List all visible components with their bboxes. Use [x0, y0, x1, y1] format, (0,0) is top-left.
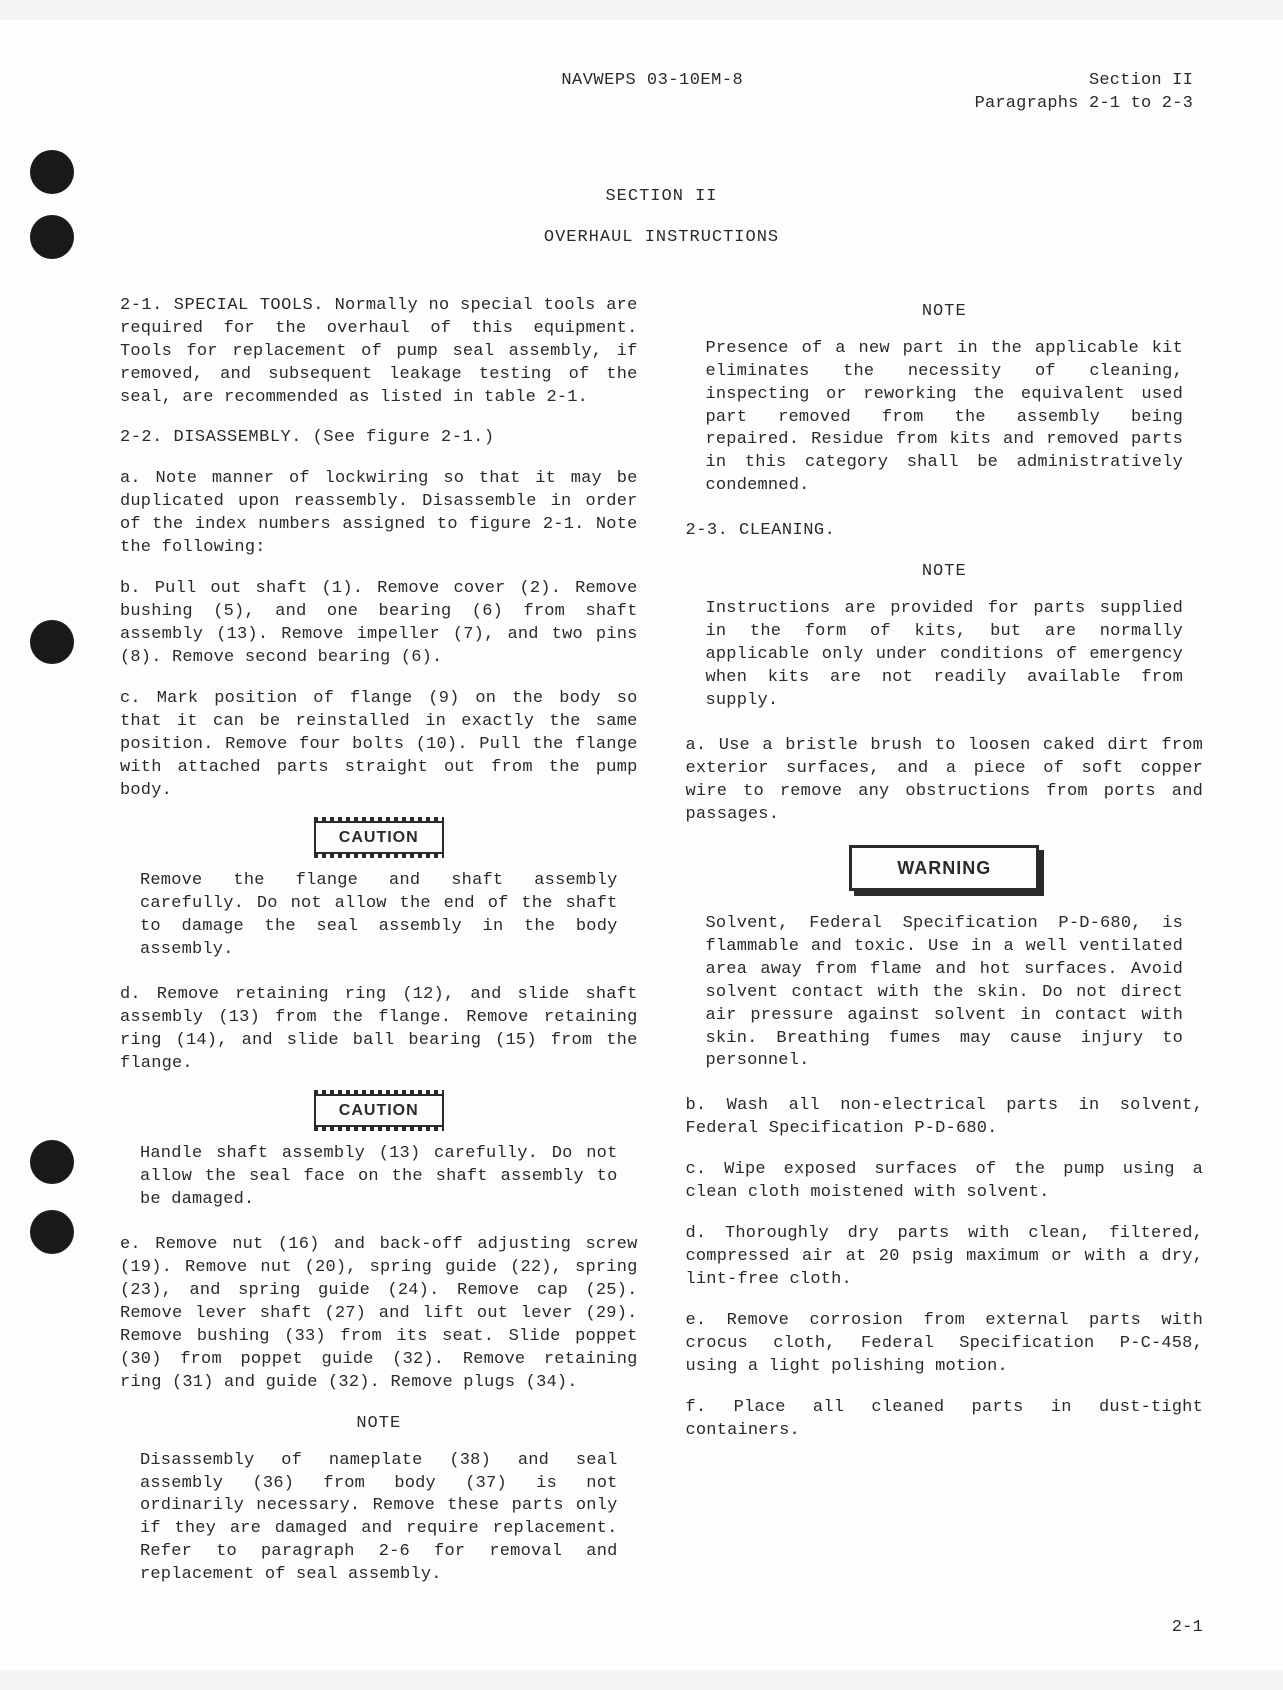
page-number: 2-1 [1172, 1617, 1203, 1640]
para-2-1: 2-1. SPECIAL TOOLS. Normally no special … [120, 295, 638, 410]
caution-1-text: Remove the flange and shaft assembly car… [120, 870, 638, 962]
note-1-text: Disassembly of nameplate (38) and seal a… [120, 1450, 638, 1588]
caution-box-2: CAUTION [314, 1094, 444, 1128]
punch-hole [30, 1210, 74, 1254]
warning-text: Solvent, Federal Specification P-D-680, … [686, 913, 1204, 1074]
para-2-3-b: b. Wash all non-electrical parts in solv… [686, 1095, 1204, 1141]
punch-hole [30, 1140, 74, 1184]
section-title: SECTION II [120, 186, 1203, 209]
manual-page: NAVWEPS 03-10EM-8 Section II Paragraphs … [0, 20, 1283, 1670]
section-subtitle: OVERHAUL INSTRUCTIONS [120, 227, 1203, 250]
punch-hole [30, 215, 74, 259]
note-2-label: NOTE [686, 301, 1204, 324]
note-1-label: NOTE [120, 1413, 638, 1436]
para-2-2-e: e. Remove nut (16) and back-off adjustin… [120, 1234, 638, 1395]
punch-hole-strip [30, 20, 80, 1670]
right-column: NOTE Presence of a new part in the appli… [686, 295, 1204, 1609]
caution-label: CAUTION [314, 1094, 444, 1128]
para-2-2-c: c. Mark position of flange (9) on the bo… [120, 688, 638, 803]
para-2-3-a: a. Use a bristle brush to loosen caked d… [686, 735, 1204, 827]
note-3-text: Instructions are provided for parts supp… [686, 598, 1204, 713]
header-doc-id: NAVWEPS 03-10EM-8 [330, 70, 975, 93]
para-2-3-d: d. Thoroughly dry parts with clean, filt… [686, 1223, 1204, 1292]
para-2-3-f: f. Place all cleaned parts in dust-tight… [686, 1397, 1204, 1443]
caution-2-text: Handle shaft assembly (13) carefully. Do… [120, 1143, 638, 1212]
caution-label: CAUTION [314, 821, 444, 855]
para-2-3-e: e. Remove corrosion from external parts … [686, 1310, 1204, 1379]
note-3-label: NOTE [686, 561, 1204, 584]
punch-hole [30, 620, 74, 664]
left-column: 2-1. SPECIAL TOOLS. Normally no special … [120, 295, 638, 1609]
para-2-1-heading: 2-1. SPECIAL TOOLS. [120, 296, 324, 315]
para-2-2-a: a. Note manner of lockwiring so that it … [120, 468, 638, 560]
warning-box: WARNING [849, 845, 1039, 891]
header-paragraph-range: Paragraphs 2-1 to 2-3 [975, 93, 1193, 116]
para-2-2-d: d. Remove retaining ring (12), and slide… [120, 984, 638, 1076]
para-2-3-c: c. Wipe exposed surfaces of the pump usi… [686, 1159, 1204, 1205]
header-section: Section II [975, 70, 1193, 93]
two-column-body: 2-1. SPECIAL TOOLS. Normally no special … [120, 295, 1203, 1609]
para-2-2-heading: 2-2. DISASSEMBLY. (See figure 2-1.) [120, 427, 638, 450]
para-2-3-heading: 2-3. CLEANING. [686, 520, 1204, 543]
header-section-info: Section II Paragraphs 2-1 to 2-3 [975, 70, 1193, 116]
note-2-text: Presence of a new part in the applicable… [686, 338, 1204, 499]
page-header: NAVWEPS 03-10EM-8 Section II Paragraphs … [120, 70, 1203, 116]
caution-box-1: CAUTION [314, 821, 444, 855]
para-2-2-b: b. Pull out shaft (1). Remove cover (2).… [120, 578, 638, 670]
punch-hole [30, 150, 74, 194]
